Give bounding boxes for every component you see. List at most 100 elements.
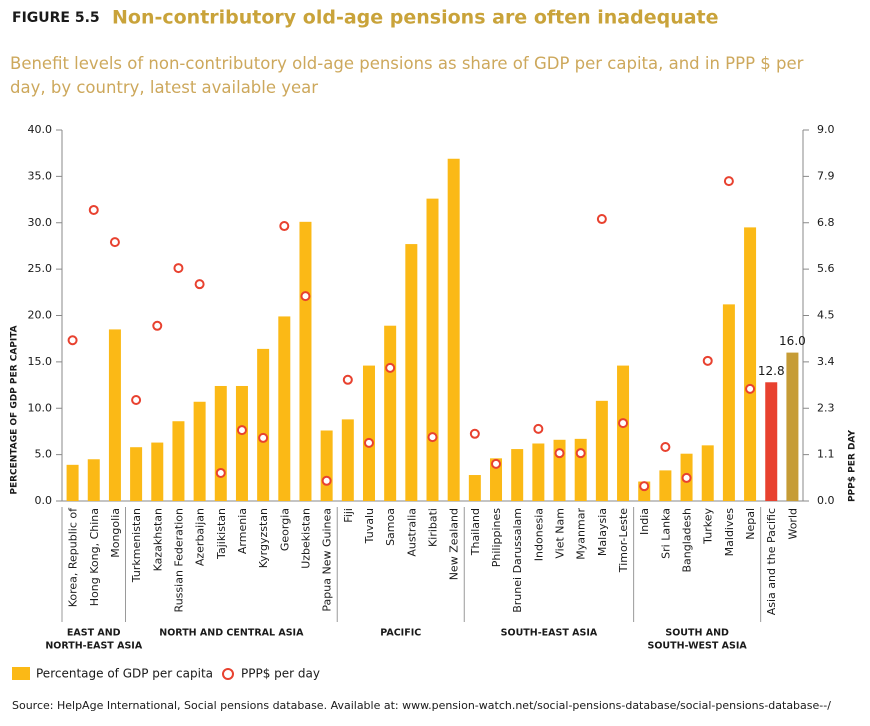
x-tick-label: Turkmenistan	[130, 508, 143, 583]
x-tick-label: Sri Lanka	[659, 508, 672, 559]
bar	[468, 475, 481, 501]
marker	[279, 221, 290, 232]
x-tick-label: Tajikistan	[215, 508, 228, 560]
bar	[320, 430, 333, 501]
bar	[299, 221, 312, 501]
y2-tick-label: 0.0	[817, 494, 835, 507]
marker	[575, 448, 586, 459]
x-tick-label: Armenia	[236, 508, 249, 554]
x-tick-label: India	[638, 508, 651, 535]
x-tick-label: Kyrgyzstan	[257, 508, 270, 568]
y-tick-label: 35.0	[28, 169, 53, 182]
bar	[341, 419, 354, 501]
marker	[533, 423, 544, 434]
y-tick-label: 5.0	[35, 448, 53, 461]
bar	[595, 400, 608, 501]
bar	[490, 458, 503, 501]
legend-marker	[222, 668, 234, 680]
legend-label: Percentage of GDP per capita	[36, 667, 213, 681]
x-tick-label: Bangladesh	[681, 508, 694, 573]
y-tick-label: 10.0	[28, 401, 53, 414]
marker	[618, 418, 629, 429]
y2-tick-label: 2.3	[817, 401, 835, 414]
x-tick-label: Mongolia	[109, 508, 122, 558]
marker	[258, 432, 269, 443]
bar	[66, 464, 79, 501]
marker	[363, 437, 374, 448]
group-label: PACIFIC	[380, 628, 421, 639]
marker	[109, 237, 120, 248]
x-tick-label: Korea, Republic of	[67, 507, 80, 607]
x-tick-label: Malaysia	[596, 508, 609, 556]
marker	[702, 355, 713, 366]
x-tick-label: Philippines	[490, 508, 503, 568]
bar	[426, 198, 439, 501]
bar	[405, 244, 418, 501]
x-tick-label: Maldives	[723, 508, 736, 557]
group-label: SOUTH-WEST ASIA	[648, 641, 748, 652]
figure-label: FIGURE 5.5	[12, 10, 100, 26]
value-label: 12.8	[758, 364, 785, 378]
x-tick-label: Tuvalu	[363, 508, 376, 544]
marker	[88, 204, 99, 215]
marker	[469, 428, 480, 439]
x-tick-label: Papua New Guinea	[321, 508, 334, 612]
marker	[554, 448, 565, 459]
bar	[214, 385, 227, 501]
y2-tick-label: 5.6	[817, 262, 835, 275]
x-tick-label: Azerbaijan	[194, 508, 207, 566]
legend-label: PPP$ per day	[241, 667, 320, 681]
group-label: NORTH AND CENTRAL ASIA	[159, 628, 304, 639]
bar	[447, 158, 460, 501]
x-tick-label: Georgia	[278, 508, 291, 551]
bar	[659, 470, 672, 501]
bar	[744, 227, 757, 501]
x-tick-label: Australia	[405, 508, 418, 557]
bar	[384, 325, 397, 501]
x-tick-label: New Zealand	[448, 508, 461, 580]
bar	[278, 316, 291, 501]
group-label: SOUTH AND	[665, 628, 729, 639]
bar	[108, 329, 121, 501]
marker	[321, 475, 332, 486]
bar	[765, 382, 778, 501]
group-label: EAST AND	[67, 628, 121, 639]
marker	[236, 425, 247, 436]
bar	[172, 421, 185, 501]
x-tick-label: Myanmar	[575, 508, 588, 560]
marker	[660, 441, 671, 452]
y-tick-label: 40.0	[28, 123, 53, 136]
x-tick-label: Kiribati	[427, 508, 440, 547]
marker	[342, 374, 353, 385]
x-tick-label: Fiji	[342, 508, 355, 523]
x-tick-label: Nepal	[744, 508, 757, 540]
marker	[152, 320, 163, 331]
y-tick-label: 15.0	[28, 355, 53, 368]
marker	[745, 383, 756, 394]
x-tick-label: Indonesia	[532, 508, 545, 561]
group-label: NORTH-EAST ASIA	[45, 641, 142, 652]
marker	[67, 335, 78, 346]
marker	[385, 362, 396, 373]
x-tick-label: Samoa	[384, 508, 397, 546]
bar	[362, 365, 375, 501]
marker	[131, 395, 142, 406]
marker	[194, 279, 205, 290]
x-tick-label: Viet Nam	[554, 508, 567, 559]
marker	[596, 214, 607, 225]
y2-tick-label: 3.4	[817, 355, 835, 368]
chart-title: Non-contributory old-age pensions are of…	[112, 7, 719, 29]
y2-tick-label: 1.1	[817, 448, 835, 461]
marker	[173, 263, 184, 274]
y-tick-label: 25.0	[28, 262, 53, 275]
x-tick-label: Brunei Darussalam	[511, 508, 524, 613]
chart-subtitle: Benefit levels of non-contributory old-a…	[10, 54, 804, 97]
bar	[617, 365, 630, 501]
x-tick-label: World	[786, 508, 799, 540]
marker	[215, 467, 226, 478]
y-tick-label: 30.0	[28, 216, 53, 229]
x-tick-label: Thailand	[469, 508, 482, 556]
x-tick-label: Asia and the Pacific	[765, 508, 778, 615]
subtitle-box: Benefit levels of non-contributory old-a…	[10, 54, 804, 97]
value-label: 16.0	[779, 334, 806, 348]
